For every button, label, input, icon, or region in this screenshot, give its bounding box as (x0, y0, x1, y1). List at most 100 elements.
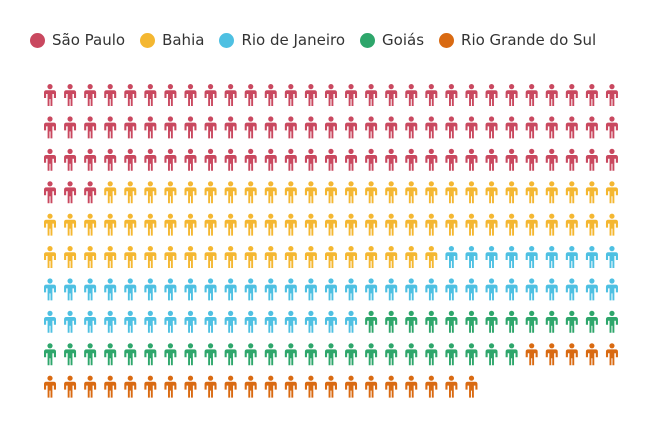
person-icon-sao-paulo (485, 116, 498, 139)
person-icon-goias (465, 343, 478, 366)
person-icon-goias (405, 310, 418, 333)
person-icon-bahia (425, 181, 438, 204)
person-icon-goias (505, 343, 518, 366)
person-icon-goias (264, 343, 277, 366)
person-icon-sao-paulo (264, 84, 277, 106)
person-icon-sao-paulo (324, 116, 337, 139)
person-icon-bahia (184, 181, 197, 204)
person-icon-bahia (204, 181, 217, 204)
person-icon-sao-paulo (84, 116, 97, 139)
person-icon-sao-paulo (264, 148, 277, 171)
person-icon-goias (124, 343, 137, 366)
person-icon-bahia (64, 246, 77, 268)
person-icon-sao-paulo (224, 148, 237, 171)
person-icon-sao-paulo (284, 84, 297, 106)
person-icon-rio-de-janeiro (64, 310, 77, 333)
legend-item-goias[interactable]: Goiás (360, 29, 424, 51)
person-icon-goias (284, 343, 297, 366)
person-icon-bahia (244, 181, 257, 204)
person-icon-rio-grande-do-sul (465, 375, 478, 398)
person-icon-rio-grande-do-sul (425, 375, 438, 398)
person-icon-sao-paulo (365, 116, 378, 139)
person-icon-rio-de-janeiro (585, 246, 598, 268)
person-icon-sao-paulo (525, 116, 538, 139)
person-icon-bahia (104, 213, 117, 236)
person-icon-bahia (44, 246, 56, 268)
person-icon-rio-de-janeiro (545, 278, 558, 301)
person-icon-goias (184, 343, 197, 366)
person-icon-sao-paulo (204, 116, 217, 139)
person-icon-rio-grande-do-sul (304, 375, 317, 398)
person-icon-sao-paulo (264, 116, 277, 139)
person-icon-rio-de-janeiro (525, 278, 538, 301)
person-icon-bahia (184, 213, 197, 236)
person-icon-rio-de-janeiro (445, 278, 458, 301)
person-icon-sao-paulo (385, 148, 398, 171)
person-icon-sao-paulo (104, 116, 117, 139)
person-icon-rio-grande-do-sul (224, 375, 237, 398)
person-icon-rio-grande-do-sul (104, 375, 117, 398)
legend-item-rio-de-janeiro[interactable]: Rio de Janeiro (219, 29, 345, 51)
person-icon-bahia (84, 213, 97, 236)
person-icon-bahia (204, 213, 217, 236)
person-icon-sao-paulo (425, 148, 438, 171)
person-icon-goias (64, 343, 77, 366)
person-icon-goias (485, 343, 498, 366)
person-icon-goias (324, 343, 337, 366)
legend-item-bahia[interactable]: Bahia (140, 29, 204, 51)
legend-marker (360, 32, 376, 48)
person-icon-bahia (425, 213, 438, 236)
person-icon-rio-de-janeiro (485, 278, 498, 301)
person-icon-bahia (264, 213, 277, 236)
person-icon-bahia (445, 181, 458, 204)
person-icon-goias (445, 343, 458, 366)
person-icon-rio-de-janeiro (365, 278, 378, 301)
person-icon-sao-paulo (104, 84, 117, 106)
person-icon-bahia (505, 181, 518, 204)
person-icon-bahia (405, 181, 418, 204)
person-icon-sao-paulo (144, 84, 157, 106)
person-icon-rio-de-janeiro (485, 246, 498, 268)
person-icon-bahia (224, 213, 237, 236)
person-icon-bahia (585, 181, 598, 204)
person-icon-bahia (284, 213, 297, 236)
person-icon-sao-paulo (505, 116, 518, 139)
person-icon-goias (365, 343, 378, 366)
person-icon-goias (224, 343, 237, 366)
person-icon-sao-paulo (144, 116, 157, 139)
person-icon-rio-de-janeiro (224, 278, 237, 301)
person-icon-sao-paulo (585, 116, 598, 139)
person-icon-rio-grande-do-sul (405, 375, 418, 398)
person-icon-sao-paulo (44, 116, 56, 139)
person-icon-bahia (304, 181, 317, 204)
person-icon-goias (204, 343, 217, 366)
person-icon-sao-paulo (405, 84, 418, 106)
person-icon-rio-de-janeiro (345, 310, 358, 333)
person-icon-sao-paulo (244, 148, 257, 171)
person-icon-rio-de-janeiro (304, 278, 317, 301)
person-icon-sao-paulo (465, 84, 478, 106)
legend-item-rio-grande-do-sul[interactable]: Rio Grande do Sul (439, 29, 596, 51)
person-icon-sao-paulo (565, 84, 578, 106)
person-icon-rio-de-janeiro (204, 310, 217, 333)
person-icon-sao-paulo (124, 148, 137, 171)
person-icon-rio-de-janeiro (244, 310, 257, 333)
person-icon-sao-paulo (324, 148, 337, 171)
person-icon-sao-paulo (365, 148, 378, 171)
person-icon-sao-paulo (44, 148, 56, 171)
person-icon-sao-paulo (84, 181, 97, 204)
legend-item-sao-paulo[interactable]: São Paulo (30, 29, 125, 51)
person-icon-rio-de-janeiro (44, 310, 56, 333)
person-icon-bahia (164, 246, 177, 268)
person-icon-sao-paulo (545, 148, 558, 171)
person-icon-sao-paulo (565, 116, 578, 139)
person-icon-sao-paulo (304, 116, 317, 139)
person-icon-rio-de-janeiro (104, 310, 117, 333)
person-icon-bahia (425, 246, 438, 268)
person-icon-bahia (184, 246, 197, 268)
person-icon-rio-de-janeiro (345, 278, 358, 301)
person-icon-rio-de-janeiro (425, 278, 438, 301)
person-icon-rio-de-janeiro (585, 278, 598, 301)
